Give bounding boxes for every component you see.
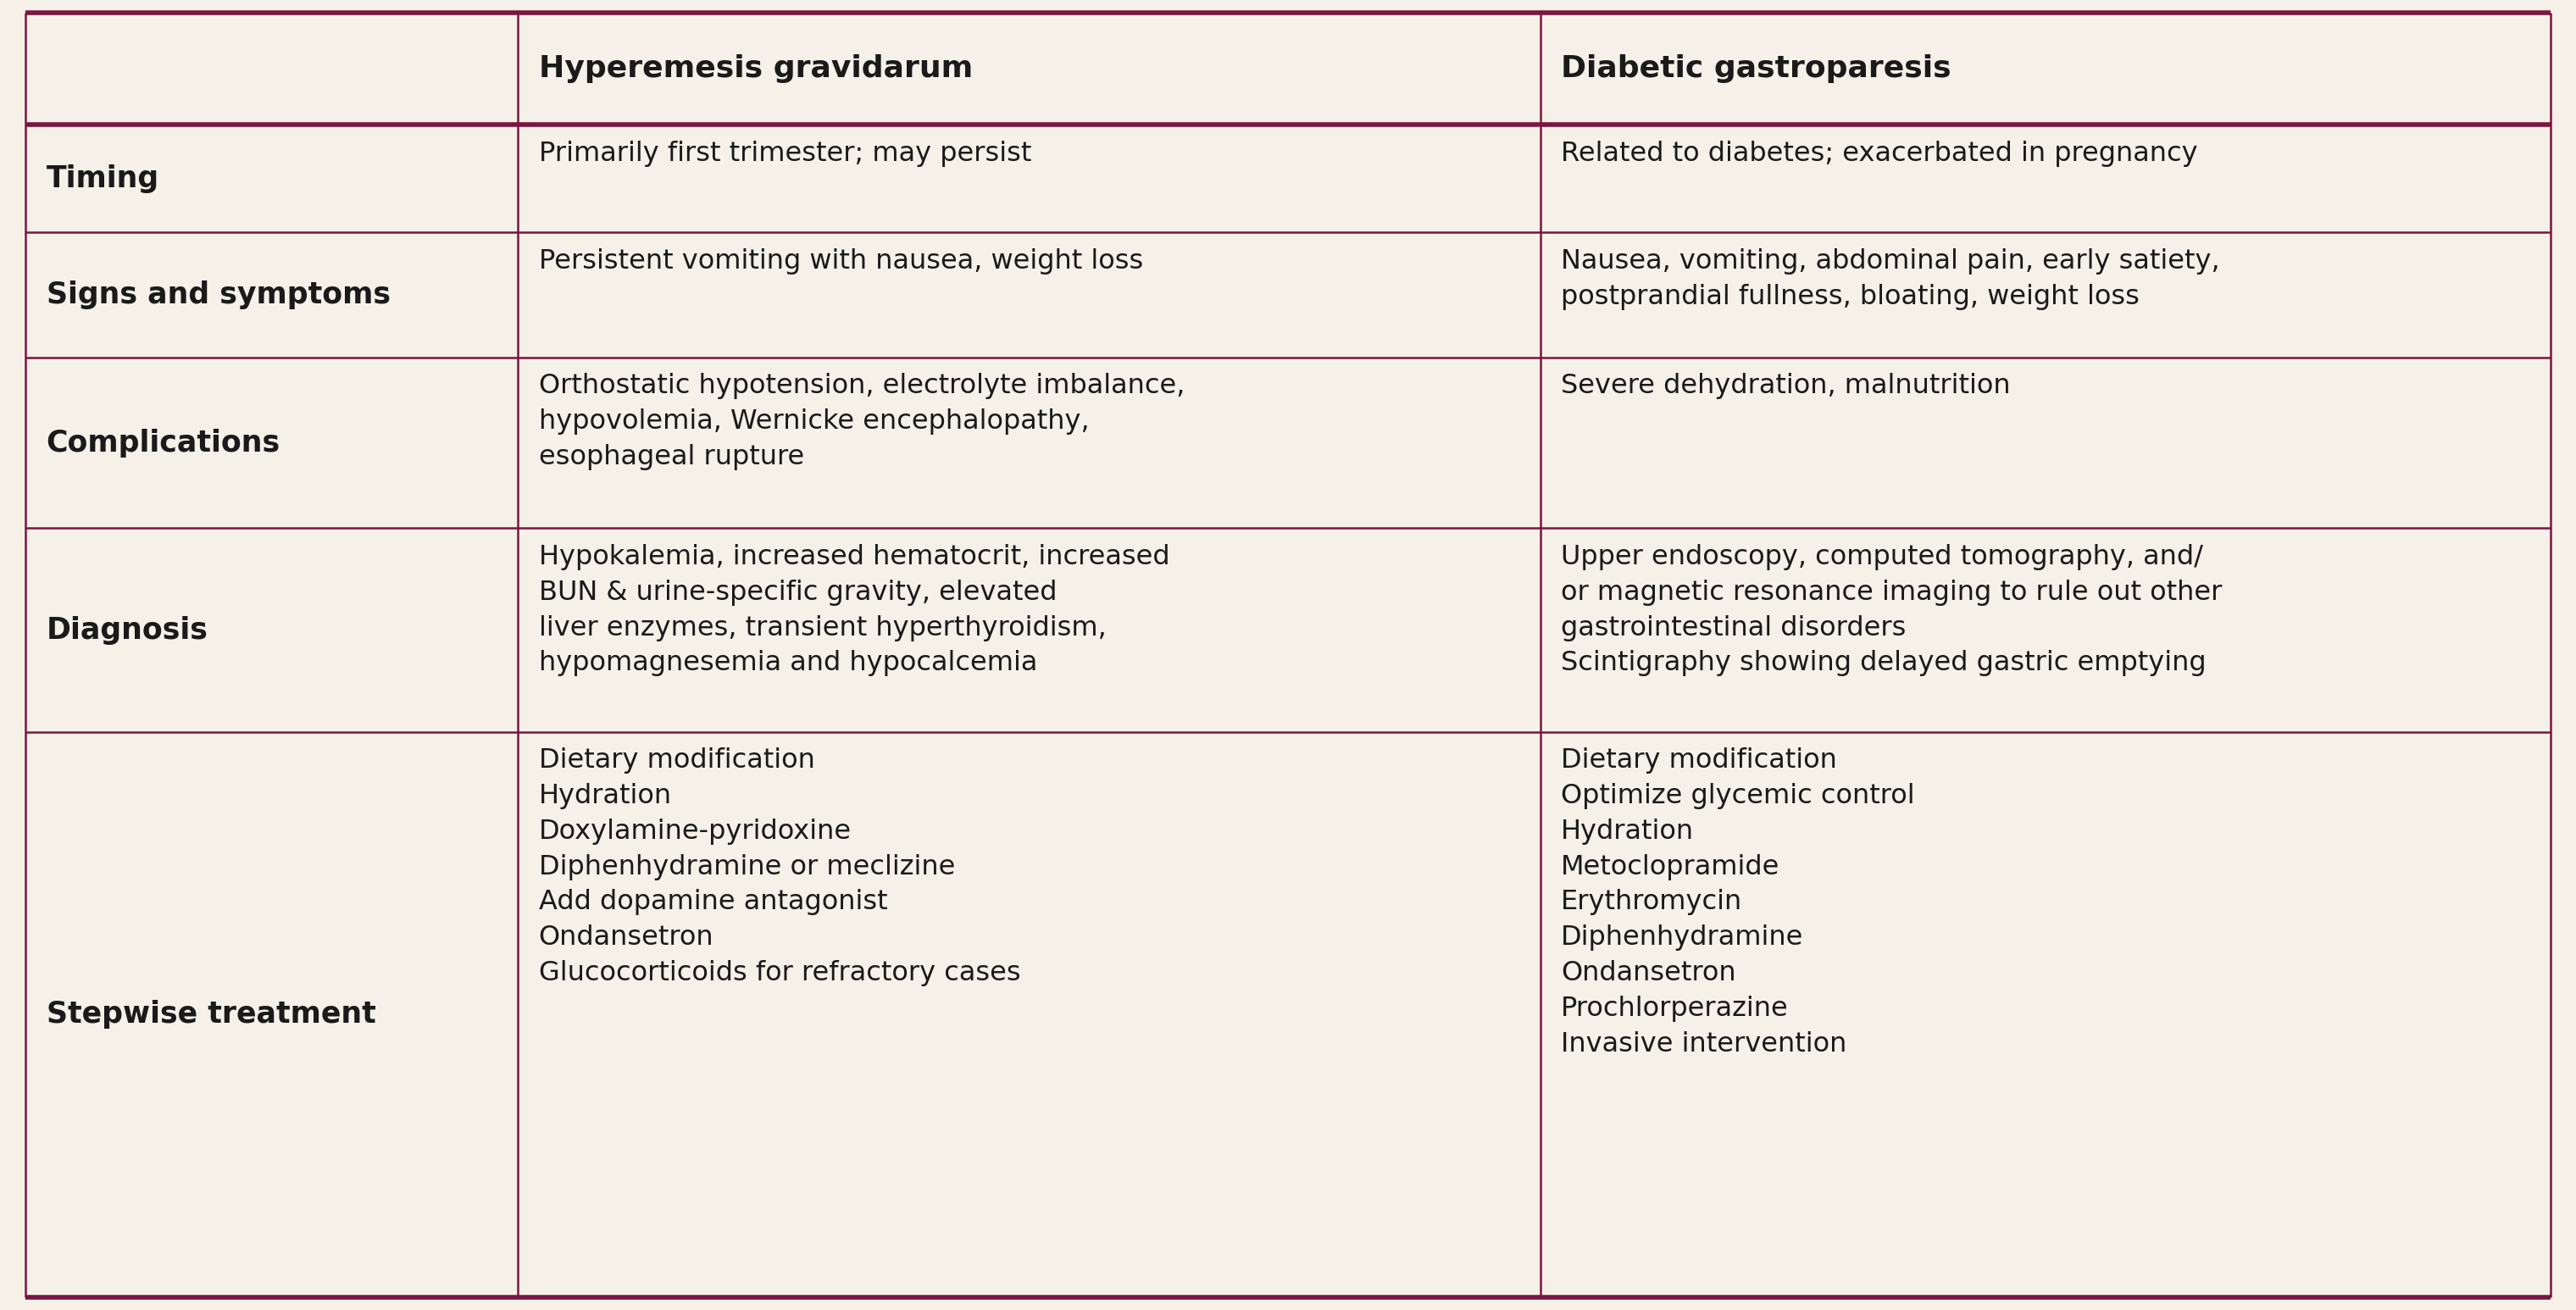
Text: Severe dehydration, malnutrition: Severe dehydration, malnutrition: [1561, 373, 2012, 400]
Bar: [26, 13, 2550, 124]
Text: Hypokalemia, increased hematocrit, increased
BUN & urine-specific gravity, eleva: Hypokalemia, increased hematocrit, incre…: [538, 544, 1170, 676]
Text: Nausea, vomiting, abdominal pain, early satiety,
postprandial fullness, bloating: Nausea, vomiting, abdominal pain, early …: [1561, 249, 2221, 310]
Text: Diagnosis: Diagnosis: [46, 616, 209, 645]
Text: Timing: Timing: [46, 164, 160, 193]
Text: Primarily first trimester; may persist: Primarily first trimester; may persist: [538, 140, 1030, 166]
Text: Diabetic gastroparesis: Diabetic gastroparesis: [1561, 55, 1953, 84]
Text: Dietary modification
Hydration
Doxylamine-pyridoxine
Diphenhydramine or meclizin: Dietary modification Hydration Doxylamin…: [538, 748, 1020, 986]
Text: Dietary modification
Optimize glycemic control
Hydration
Metoclopramide
Erythrom: Dietary modification Optimize glycemic c…: [1561, 748, 1914, 1057]
Text: Persistent vomiting with nausea, weight loss: Persistent vomiting with nausea, weight …: [538, 249, 1144, 275]
Text: Stepwise treatment: Stepwise treatment: [46, 1000, 376, 1028]
Text: Related to diabetes; exacerbated in pregnancy: Related to diabetes; exacerbated in preg…: [1561, 140, 2197, 166]
Text: Orthostatic hypotension, electrolyte imbalance,
hypovolemia, Wernicke encephalop: Orthostatic hypotension, electrolyte imb…: [538, 373, 1185, 470]
Text: Hyperemesis gravidarum: Hyperemesis gravidarum: [538, 55, 974, 84]
Text: Upper endoscopy, computed tomography, and/
or magnetic resonance imaging to rule: Upper endoscopy, computed tomography, an…: [1561, 544, 2223, 676]
Text: Signs and symptoms: Signs and symptoms: [46, 280, 392, 309]
Text: Complications: Complications: [46, 428, 281, 457]
